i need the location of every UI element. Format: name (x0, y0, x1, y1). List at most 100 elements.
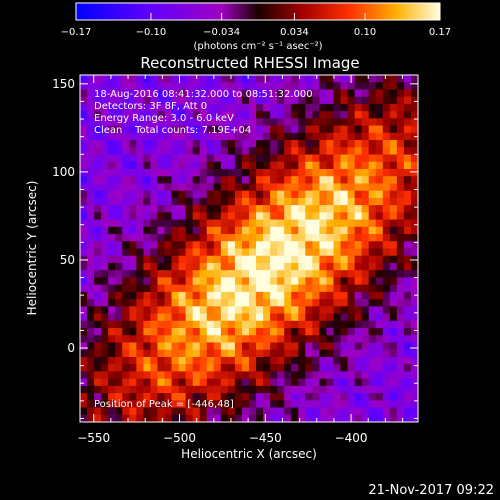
heatmap-cell (171, 190, 180, 199)
heatmap-cell (305, 335, 313, 344)
heatmap-cell (256, 154, 264, 163)
heatmap-cell (291, 205, 299, 213)
heatmap-cell (361, 371, 370, 380)
heatmap-cell (403, 277, 412, 286)
heatmap-cell (178, 197, 187, 206)
heatmap-cell (206, 226, 215, 235)
heatmap-cell (94, 320, 102, 329)
heatmap-cell (234, 118, 243, 127)
heatmap-cell (234, 299, 243, 307)
heatmap-cell (213, 400, 222, 409)
heatmap-cell (340, 197, 349, 206)
heatmap-cell (227, 82, 236, 91)
heatmap-cell (171, 176, 180, 185)
heatmap-cell (129, 393, 137, 401)
heatmap-cell (368, 284, 377, 293)
heatmap-cell (136, 111, 144, 119)
heatmap-cell (375, 125, 384, 134)
heatmap-cell (354, 89, 363, 98)
heatmap-cell (101, 154, 109, 163)
heatmap-cell (206, 75, 215, 83)
heatmap-cell (375, 219, 384, 228)
heatmap-cell (361, 378, 370, 387)
heatmap-cell (270, 385, 278, 394)
heatmap-cell (241, 89, 250, 98)
heatmap-cell (284, 378, 292, 387)
heatmap-cell (150, 183, 159, 192)
heatmap-cell (291, 147, 299, 156)
heatmap-cell (403, 364, 412, 372)
heatmap-cell (347, 82, 356, 91)
heatmap-cell (347, 270, 356, 279)
heatmap-cell (136, 270, 144, 279)
heatmap-cell (403, 356, 412, 365)
heatmap-cell (410, 205, 418, 213)
heatmap-cell (333, 342, 342, 351)
heatmap-cell (80, 82, 88, 91)
heatmap-cell (185, 313, 194, 322)
heatmap-cell (326, 393, 335, 401)
heatmap-cell (94, 219, 102, 228)
heatmap-cell (354, 103, 363, 112)
heatmap-cell (298, 364, 306, 372)
heatmap-cell (403, 226, 412, 235)
heatmap-cell (164, 154, 173, 163)
heatmap-cell (361, 306, 370, 315)
heatmap-cell (326, 270, 335, 279)
heatmap-cell (333, 328, 342, 336)
heatmap-cell (206, 414, 215, 422)
heatmap-cell (227, 140, 236, 148)
heatmap-cell (122, 277, 130, 286)
heatmap-cell (185, 154, 194, 163)
heatmap-cell (80, 147, 88, 156)
heatmap-cell (213, 219, 222, 228)
heatmap-cell (256, 349, 264, 358)
heatmap-cell (347, 364, 356, 372)
heatmap-cell (164, 219, 173, 228)
heatmap-cell (361, 291, 370, 300)
heatmap-cell (150, 154, 159, 163)
heatmap-cell (171, 299, 180, 307)
heatmap-cell (256, 132, 264, 141)
heatmap-cell (340, 75, 349, 83)
heatmap-cell (312, 255, 321, 264)
heatmap-cell (298, 176, 306, 185)
heatmap-cell (326, 349, 335, 358)
heatmap-cell (319, 241, 328, 250)
heatmap-cell (122, 89, 130, 98)
heatmap-cell (375, 262, 384, 271)
heatmap-cell (157, 161, 166, 170)
heatmap-cell (396, 125, 405, 134)
heatmap-cell (277, 385, 285, 394)
heatmap-cell (87, 335, 95, 344)
heatmap-cell (227, 118, 236, 127)
heatmap-cell (122, 176, 130, 185)
heatmap-cell (312, 291, 321, 300)
heatmap-cell (354, 270, 363, 279)
heatmap-cell (333, 320, 342, 329)
heatmap-cell (164, 277, 173, 286)
info-line-time: 18-Aug-2016 08:41:32.000 to 08:51:32.000 (94, 89, 313, 100)
heatmap-cell (178, 75, 187, 83)
heatmap-cell (241, 234, 250, 242)
heatmap-cell (389, 132, 398, 141)
heatmap-cell (382, 400, 391, 409)
heatmap-cell (171, 407, 180, 416)
heatmap-cell (319, 96, 328, 105)
heatmap-cell (284, 154, 292, 163)
heatmap-cell (389, 241, 398, 250)
heatmap-cell (206, 385, 215, 394)
heatmap-cell (410, 277, 418, 286)
heatmap-cell (185, 241, 194, 250)
heatmap-cell (319, 270, 328, 279)
heatmap-cell (213, 125, 222, 134)
heatmap-cell (249, 82, 257, 91)
heatmap-cell (396, 248, 405, 257)
heatmap-cell (101, 234, 109, 242)
heatmap-cell (291, 132, 299, 141)
heatmap-cell (122, 284, 130, 293)
heatmap-cell (319, 385, 328, 394)
heatmap-cell (270, 241, 278, 250)
y-axis-label: Heliocentric Y (arcsec) (25, 181, 39, 316)
heatmap-cell (291, 248, 299, 257)
